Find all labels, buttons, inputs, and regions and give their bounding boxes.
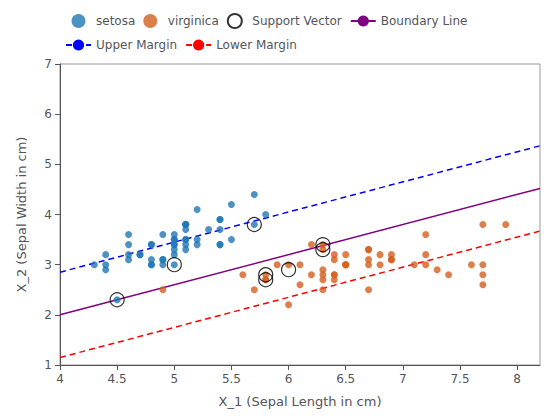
svg-text:Lower Margin: Lower Margin xyxy=(216,38,297,52)
svg-text:2: 2 xyxy=(44,308,52,322)
svg-text:X_2 (Sepal Width in cm): X_2 (Sepal Width in cm) xyxy=(14,137,29,293)
svg-text:4: 4 xyxy=(56,372,64,386)
svg-text:7.5: 7.5 xyxy=(450,372,469,386)
svg-text:Boundary Line: Boundary Line xyxy=(381,14,468,28)
svg-text:Support Vector: Support Vector xyxy=(252,14,342,28)
svg-text:5.5: 5.5 xyxy=(222,372,241,386)
svg-text:4.5: 4.5 xyxy=(108,372,127,386)
svg-text:7: 7 xyxy=(44,57,52,71)
svg-text:6: 6 xyxy=(285,372,293,386)
svg-text:3: 3 xyxy=(44,258,52,272)
svg-text:8: 8 xyxy=(513,372,521,386)
svg-text:5: 5 xyxy=(44,157,52,171)
svg-text:4: 4 xyxy=(44,208,52,222)
svg-text:7: 7 xyxy=(399,372,407,386)
svg-text:6.5: 6.5 xyxy=(336,372,355,386)
svg-text:setosa: setosa xyxy=(96,14,135,28)
svg-text:1: 1 xyxy=(44,358,52,372)
svg-text:6: 6 xyxy=(44,107,52,121)
svg-text:Upper Margin: Upper Margin xyxy=(96,38,177,52)
svg-text:virginica: virginica xyxy=(168,14,219,28)
svg-text:X_1 (Sepal Length in cm): X_1 (Sepal Length in cm) xyxy=(219,394,382,409)
svg-text:5: 5 xyxy=(170,372,178,386)
